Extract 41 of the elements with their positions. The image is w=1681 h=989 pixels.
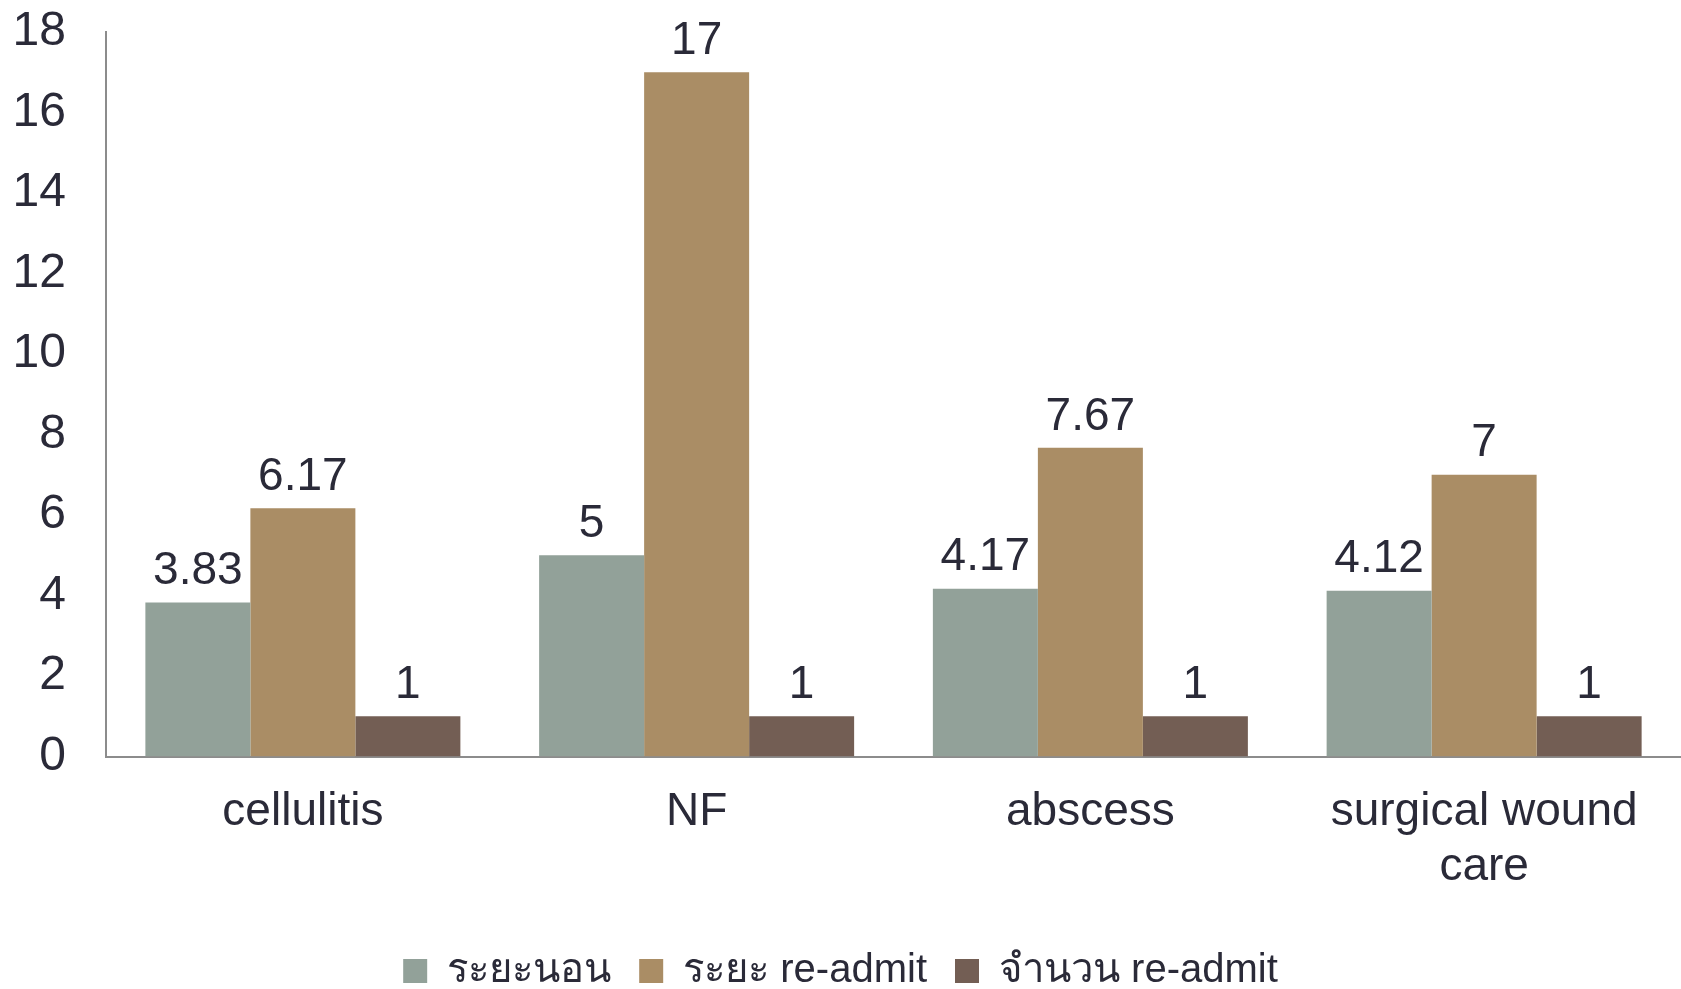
x-tick-label: NF — [665, 782, 728, 835]
data-label: 1 — [1182, 656, 1209, 709]
y-tick-label: 16 — [12, 82, 66, 136]
bar — [749, 716, 855, 757]
bar — [932, 588, 1038, 757]
y-tick-label: 14 — [12, 163, 66, 217]
y-tick-label: 4 — [39, 565, 66, 619]
bar — [1536, 716, 1642, 757]
data-label: 6.17 — [258, 447, 348, 500]
y-tick-label: 6 — [39, 485, 66, 539]
bar — [539, 555, 645, 757]
y-tick-label: 2 — [39, 646, 66, 700]
legend-label: จำนวน re-admit — [999, 946, 1278, 989]
y-tick-label: 8 — [39, 404, 66, 458]
y-tick-label: 10 — [12, 324, 66, 378]
y-tick-label: 0 — [39, 726, 66, 780]
data-label: 7 — [1471, 414, 1497, 467]
data-label: 17 — [671, 11, 723, 64]
bar — [1431, 474, 1537, 757]
data-label: 4.17 — [940, 528, 1031, 581]
bar — [1142, 716, 1248, 757]
bar — [355, 716, 461, 757]
data-label: 3.83 — [153, 542, 243, 595]
bar — [145, 602, 251, 757]
data-label: 1 — [788, 656, 815, 709]
legend-label: ระยะ re-admit — [683, 946, 927, 989]
data-label: 1 — [1576, 656, 1602, 709]
data-label: 4.12 — [1334, 530, 1424, 583]
x-tick-label: abscess — [1006, 782, 1175, 835]
data-label: 5 — [578, 495, 605, 548]
bar — [250, 508, 356, 757]
bar — [1326, 590, 1432, 757]
bar — [1037, 447, 1143, 757]
x-tick-label: cellulitis — [222, 782, 384, 835]
bar — [644, 72, 750, 757]
data-label: 7.67 — [1045, 387, 1136, 440]
legend-label: ระยะนอน — [447, 946, 612, 989]
data-label: 1 — [395, 656, 421, 709]
x-tick-label: surgical wound care — [1330, 782, 1638, 891]
y-tick-label: 12 — [12, 243, 66, 297]
y-tick-label: 18 — [12, 2, 66, 56]
